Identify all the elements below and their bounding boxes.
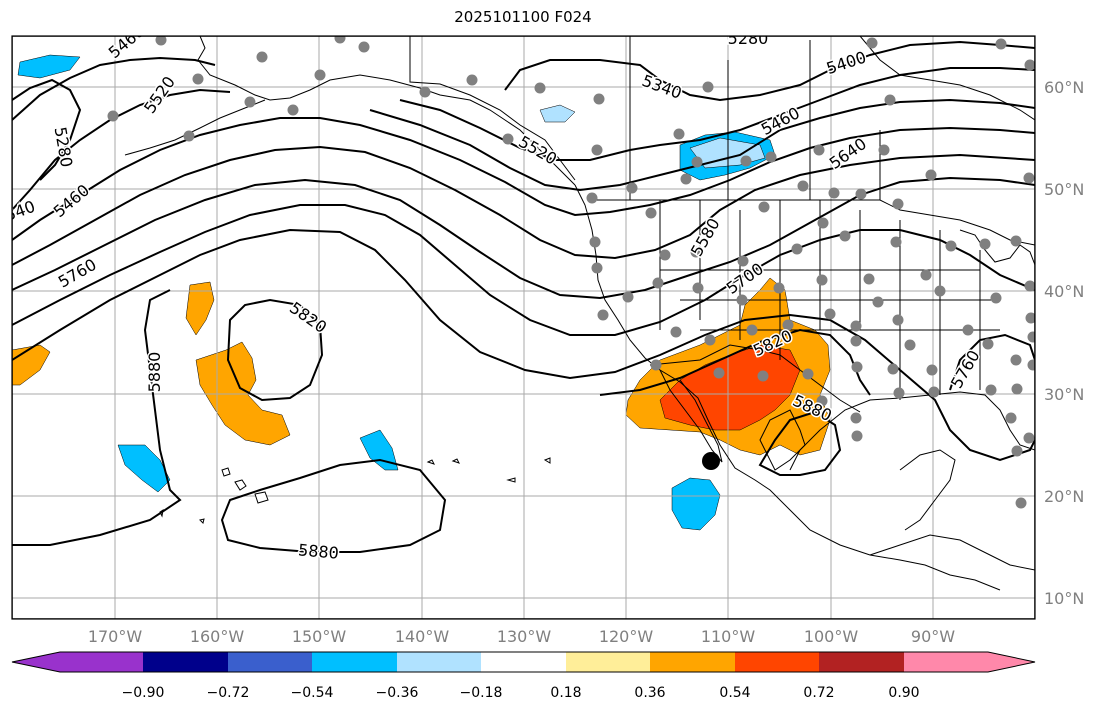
colorbar-segment <box>735 652 819 672</box>
contour-5880-south <box>220 458 447 553</box>
map-frame <box>11 35 1036 620</box>
cyan-region-bc <box>539 104 576 123</box>
colorbar-tick-label: −0.90 <box>122 685 165 701</box>
longitude-labels: 170°W 160°W 150°W 140°W 130°W 120°W 110°… <box>88 627 955 646</box>
colorbar-tick-label: 0.18 <box>550 685 581 701</box>
contour-5760 <box>12 228 1035 462</box>
colorbar-segment <box>312 652 397 672</box>
aleutians <box>124 99 266 156</box>
colorbar-segment <box>650 652 735 672</box>
colorbar-segment <box>904 652 1035 672</box>
colorbar-labels: −0.90 −0.72 −0.54 −0.36 −0.18 0.18 0.36 … <box>122 685 920 701</box>
colorbar-segment <box>397 652 481 672</box>
alaska-canada-border <box>409 36 576 181</box>
contour-5520 <box>12 117 1035 241</box>
colorbar <box>11 651 1036 673</box>
lon-label: 110°W <box>701 627 756 646</box>
yucatan <box>899 449 956 531</box>
lon-label: 130°W <box>497 627 552 646</box>
us-canada-border <box>595 199 1035 246</box>
colorbar-tick-label: −0.54 <box>291 685 334 701</box>
plot-title: 2025101100 F024 <box>454 8 592 26</box>
alaska-coast <box>197 36 576 186</box>
colorbar-tick-label: −0.36 <box>376 685 419 701</box>
contour-5880-west <box>12 289 182 546</box>
lon-label: 120°W <box>599 627 654 646</box>
contour-5820-ring <box>226 298 324 402</box>
contour-5700 <box>12 204 1035 336</box>
cyan-region-pacific-2 <box>359 429 399 471</box>
small-islands <box>159 457 551 524</box>
contour-label: 5280 <box>728 29 769 48</box>
lat-label: 30°N <box>1044 385 1084 404</box>
colorbar-tick-label: 0.36 <box>634 685 665 701</box>
coastlines <box>124 36 1035 591</box>
lat-label: 10°N <box>1044 589 1084 608</box>
colorbar-tick-label: 0.90 <box>888 685 919 701</box>
colorbar-segment <box>819 652 904 672</box>
height-contours <box>12 40 1035 553</box>
map-panel: 5280 5340 5400 5460 5520 5580 5640 5700 … <box>12 29 1035 619</box>
contour-5280 <box>12 78 82 181</box>
lon-label: 170°W <box>88 627 143 646</box>
great-lakes <box>959 229 1035 266</box>
hudson-bay <box>859 36 1035 121</box>
us-west-coast <box>574 184 1001 591</box>
lat-label: 40°N <box>1044 282 1084 301</box>
contour-label: 5880 <box>297 540 339 562</box>
station-dots <box>107 36 1035 509</box>
cyan-region-pacific-1 <box>117 444 171 493</box>
storm-marker <box>702 452 720 470</box>
lat-label: 60°N <box>1044 78 1084 97</box>
mexico-interior <box>759 409 806 471</box>
contour-5340-north <box>504 40 1035 102</box>
colorbar-outline <box>11 651 1036 673</box>
cyan-region-gulf-alaska <box>17 54 81 79</box>
colorbar-tick-label: −0.18 <box>460 685 503 701</box>
lon-label: 90°W <box>911 627 955 646</box>
red-region-southwest <box>659 344 801 431</box>
lon-label: 100°W <box>804 627 859 646</box>
hawaii <box>221 467 269 504</box>
contour-5640 <box>12 176 1035 300</box>
canada-provinces <box>629 36 881 200</box>
lon-label: 140°W <box>395 627 450 646</box>
lon-label: 160°W <box>190 627 245 646</box>
contour-5760-east <box>949 333 1035 391</box>
colorbar-segment <box>228 652 312 672</box>
colorbar-tick-label: 0.54 <box>719 685 750 701</box>
lat-label: 50°N <box>1044 180 1084 199</box>
colorbar-segment <box>12 652 143 672</box>
lon-label: 150°W <box>292 627 347 646</box>
us-states <box>659 200 1000 400</box>
colorbar-segment <box>481 652 566 672</box>
colorbar-tick-label: 0.72 <box>803 685 834 701</box>
contour-5580 <box>12 145 1035 266</box>
colorbar-segment <box>143 652 228 672</box>
contour-5880-mexico <box>758 410 842 476</box>
orange-region-central-pacific <box>185 281 215 336</box>
central-america <box>869 534 1035 571</box>
lat-label: 20°N <box>1044 487 1084 506</box>
colorbar-segment <box>566 652 650 672</box>
latitude-labels: 60°N 50°N 40°N 30°N 20°N 10°N <box>1044 78 1084 608</box>
colorbar-tick-label: −0.72 <box>207 685 250 701</box>
cyan-region-mexico-south <box>671 477 721 531</box>
contour-label: 5880 <box>145 352 164 393</box>
graticule <box>12 36 1035 619</box>
